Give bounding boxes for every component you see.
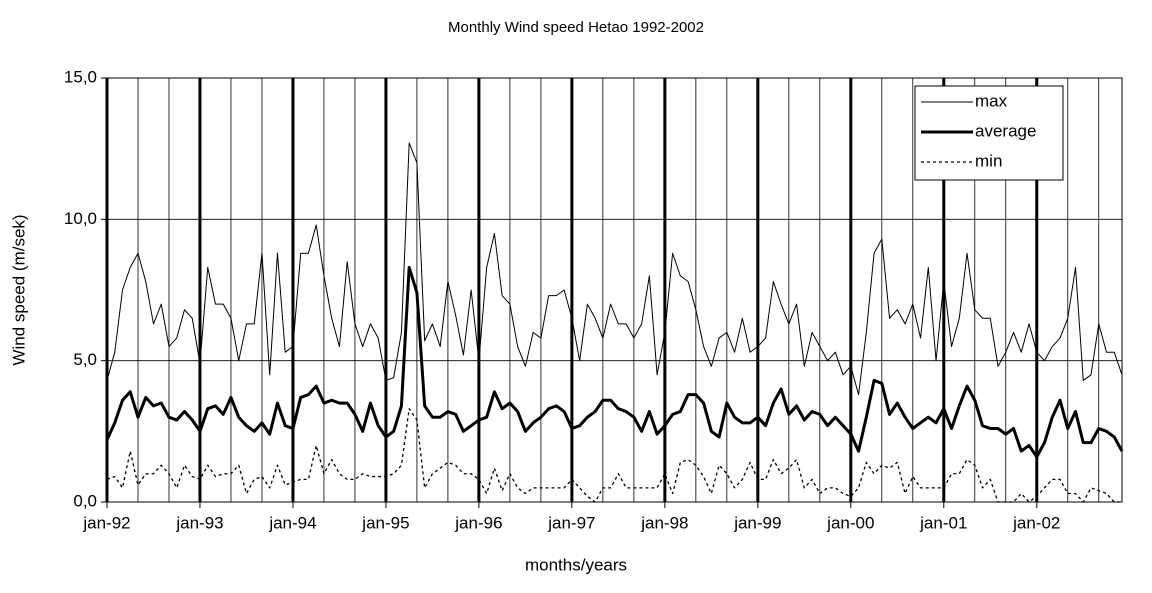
y-axis-title: Wind speed (m/sek)	[9, 214, 28, 365]
x-tick-label: jan-94	[268, 513, 316, 532]
y-tick-label: 0,0	[73, 491, 97, 510]
legend-label: max	[975, 91, 1008, 110]
y-tick-label: 15,0	[64, 67, 97, 86]
chart-title: Monthly Wind speed Hetao 1992-2002	[448, 19, 704, 36]
x-tick-label: jan-96	[454, 513, 502, 532]
x-tick-label: jan-93	[175, 513, 223, 532]
x-tick-label: jan-99	[733, 513, 781, 532]
x-tick-label: jan-97	[547, 513, 595, 532]
series-line	[105, 265, 1124, 459]
y-tick-label: 10,0	[64, 209, 97, 228]
series-line	[106, 408, 1122, 503]
x-axis-title: months/years	[525, 555, 627, 574]
y-tick-label: 5,0	[73, 350, 97, 369]
x-tick-label: jan-00	[826, 513, 874, 532]
x-tick-label: jan-92	[82, 513, 130, 532]
x-tick-label: jan-98	[640, 513, 688, 532]
x-tick-label: jan-02	[1012, 513, 1060, 532]
plot-frame	[106, 77, 1123, 503]
legend-label: min	[975, 151, 1002, 170]
x-tick-label: jan-95	[361, 513, 409, 532]
x-tick-label: jan-01	[919, 513, 967, 532]
legend-label: average	[975, 121, 1036, 140]
series-line	[106, 142, 1123, 396]
